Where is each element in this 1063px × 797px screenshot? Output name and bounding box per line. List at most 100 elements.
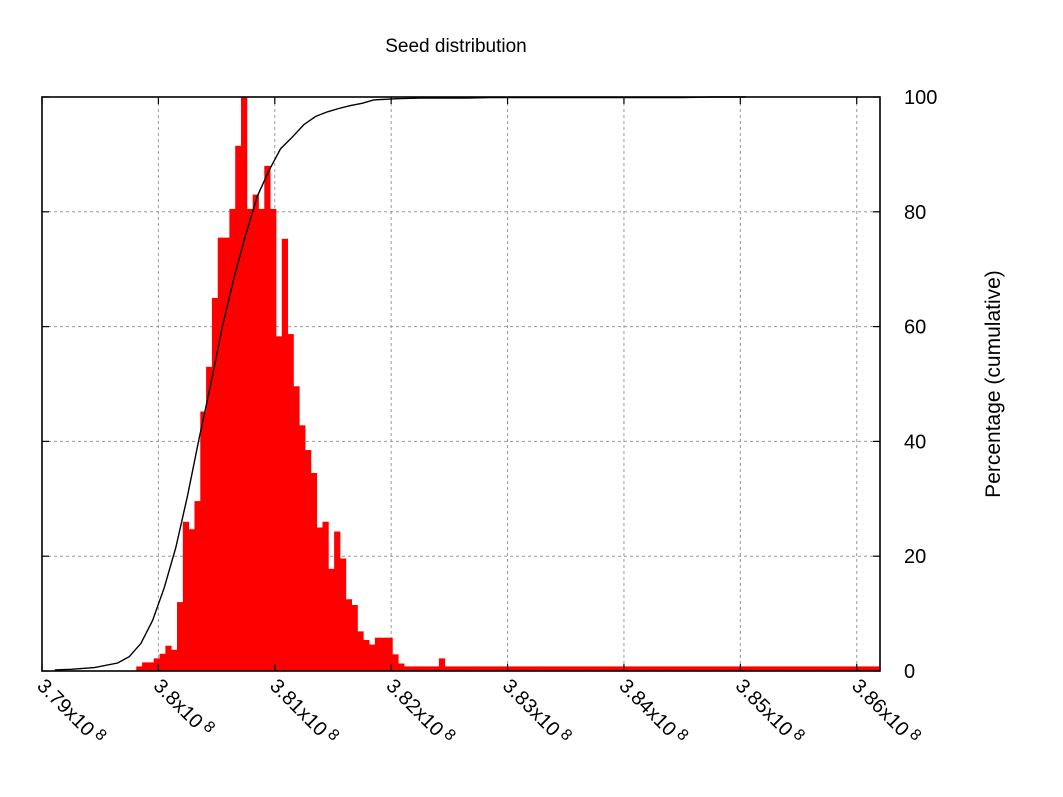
x-tick-mantissa: 3.83x10	[498, 675, 564, 741]
x-tick-label: 3.82x108	[382, 673, 459, 750]
x-tick-label-group: 3.84x108	[614, 675, 691, 744]
histogram-bar	[229, 208, 236, 671]
histogram-bar	[561, 666, 568, 671]
histogram-bar	[753, 666, 760, 671]
histogram-bar	[776, 666, 783, 671]
histogram-bar	[718, 666, 725, 671]
histogram-bar	[764, 666, 771, 671]
histogram-bar	[241, 97, 248, 671]
histogram-bar	[188, 529, 195, 671]
histogram-bar	[200, 411, 207, 671]
chart-title: Seed distribution	[385, 36, 527, 57]
histogram-bar	[339, 558, 347, 671]
x-tick-mantissa: 3.86x10	[847, 675, 913, 741]
y-tick-label: 0	[904, 661, 915, 683]
histogram-bar	[665, 666, 673, 671]
histogram-bar	[735, 666, 742, 671]
histogram-bar	[572, 666, 579, 671]
histogram-bar	[171, 649, 178, 671]
histogram-bar	[322, 521, 329, 671]
histogram-bar	[497, 666, 504, 671]
histogram-bar	[438, 658, 446, 671]
histogram-bar	[310, 472, 318, 671]
histogram-bar	[782, 666, 789, 671]
x-tick-mantissa: 3.82x10	[382, 675, 448, 741]
histogram-bar	[660, 666, 667, 671]
histogram-bar	[299, 425, 306, 671]
histogram-bar	[706, 666, 713, 671]
histogram-bar	[654, 666, 661, 671]
histogram-bar	[514, 666, 521, 671]
histogram-bar	[165, 645, 172, 671]
histogram-bar	[223, 237, 230, 671]
histogram-bar	[217, 237, 224, 671]
histogram-bar	[555, 666, 562, 671]
histogram-bar	[502, 666, 510, 671]
histogram-bar	[252, 194, 259, 671]
histogram-bar	[357, 631, 364, 671]
histogram-bar	[147, 662, 155, 671]
histogram-bar	[403, 666, 411, 671]
x-tick-label-group: 3.81x108	[265, 673, 342, 750]
histogram-bar	[473, 666, 481, 671]
y-tick-label: 60	[904, 317, 926, 339]
x-tick-label: 3.79x108	[32, 673, 109, 750]
histogram-bar	[264, 165, 271, 671]
histogram-bar	[421, 666, 428, 671]
histogram-bar	[566, 666, 574, 671]
x-tick-label-group: 3.82x108	[382, 673, 459, 750]
x-tick-label-group: 3.85x108	[731, 675, 808, 744]
histogram-bar	[479, 666, 486, 671]
histogram-bar	[741, 666, 748, 671]
histogram-bar	[334, 531, 341, 671]
histogram-bar	[374, 637, 382, 671]
histogram-bar	[689, 666, 696, 671]
histogram-bar	[857, 666, 865, 671]
histogram-bar	[875, 666, 881, 671]
x-tick-label-group: 3.79x108	[32, 673, 109, 750]
histogram-bars	[136, 97, 881, 672]
x-tick-mantissa: 3.81x10	[265, 675, 331, 741]
histogram-bar	[601, 666, 609, 671]
histogram-bar	[636, 666, 643, 671]
y-tick-label: 80	[904, 202, 926, 224]
y-tick-label: 40	[904, 431, 926, 453]
histogram-bar	[177, 602, 184, 671]
x-tick-label: 3.81x108	[265, 673, 342, 750]
histogram-bar	[398, 663, 405, 671]
histogram-bar	[799, 666, 806, 671]
histogram-bar	[793, 666, 801, 671]
histogram-bar	[281, 238, 288, 671]
histogram-bar	[537, 666, 545, 671]
histogram-bar	[235, 145, 242, 672]
histogram-bar	[508, 666, 515, 671]
histogram-bar	[869, 666, 876, 671]
histogram-bar	[694, 666, 702, 671]
histogram-bar	[840, 666, 847, 671]
histogram-bar	[543, 666, 550, 671]
histogram-bar	[316, 527, 323, 671]
histogram-bar	[549, 666, 556, 671]
histogram-bar	[724, 666, 731, 671]
x-tick-label: 3.83x108	[498, 673, 575, 750]
x-tick-label: 3.86x108	[847, 673, 924, 750]
histogram-bar	[380, 637, 387, 671]
histogram-bar	[159, 653, 166, 671]
histogram-bar	[136, 666, 143, 671]
histogram-bar	[206, 366, 213, 671]
histogram-bar	[386, 637, 393, 671]
histogram-bar	[363, 640, 370, 671]
histogram-bar	[194, 501, 201, 671]
histogram-bar	[369, 644, 376, 671]
histogram-bar	[648, 666, 655, 671]
histogram-bar	[456, 666, 463, 671]
histogram-bar	[863, 666, 870, 671]
x-tick-label-group: 3.8x108	[149, 675, 218, 737]
histogram-bar	[642, 666, 649, 671]
histogram-bar	[619, 666, 626, 671]
x-tick-mantissa: 3.84x10	[614, 675, 680, 741]
histogram-bar	[450, 666, 457, 671]
histogram-bar	[578, 666, 585, 671]
histogram-bar	[613, 666, 620, 671]
